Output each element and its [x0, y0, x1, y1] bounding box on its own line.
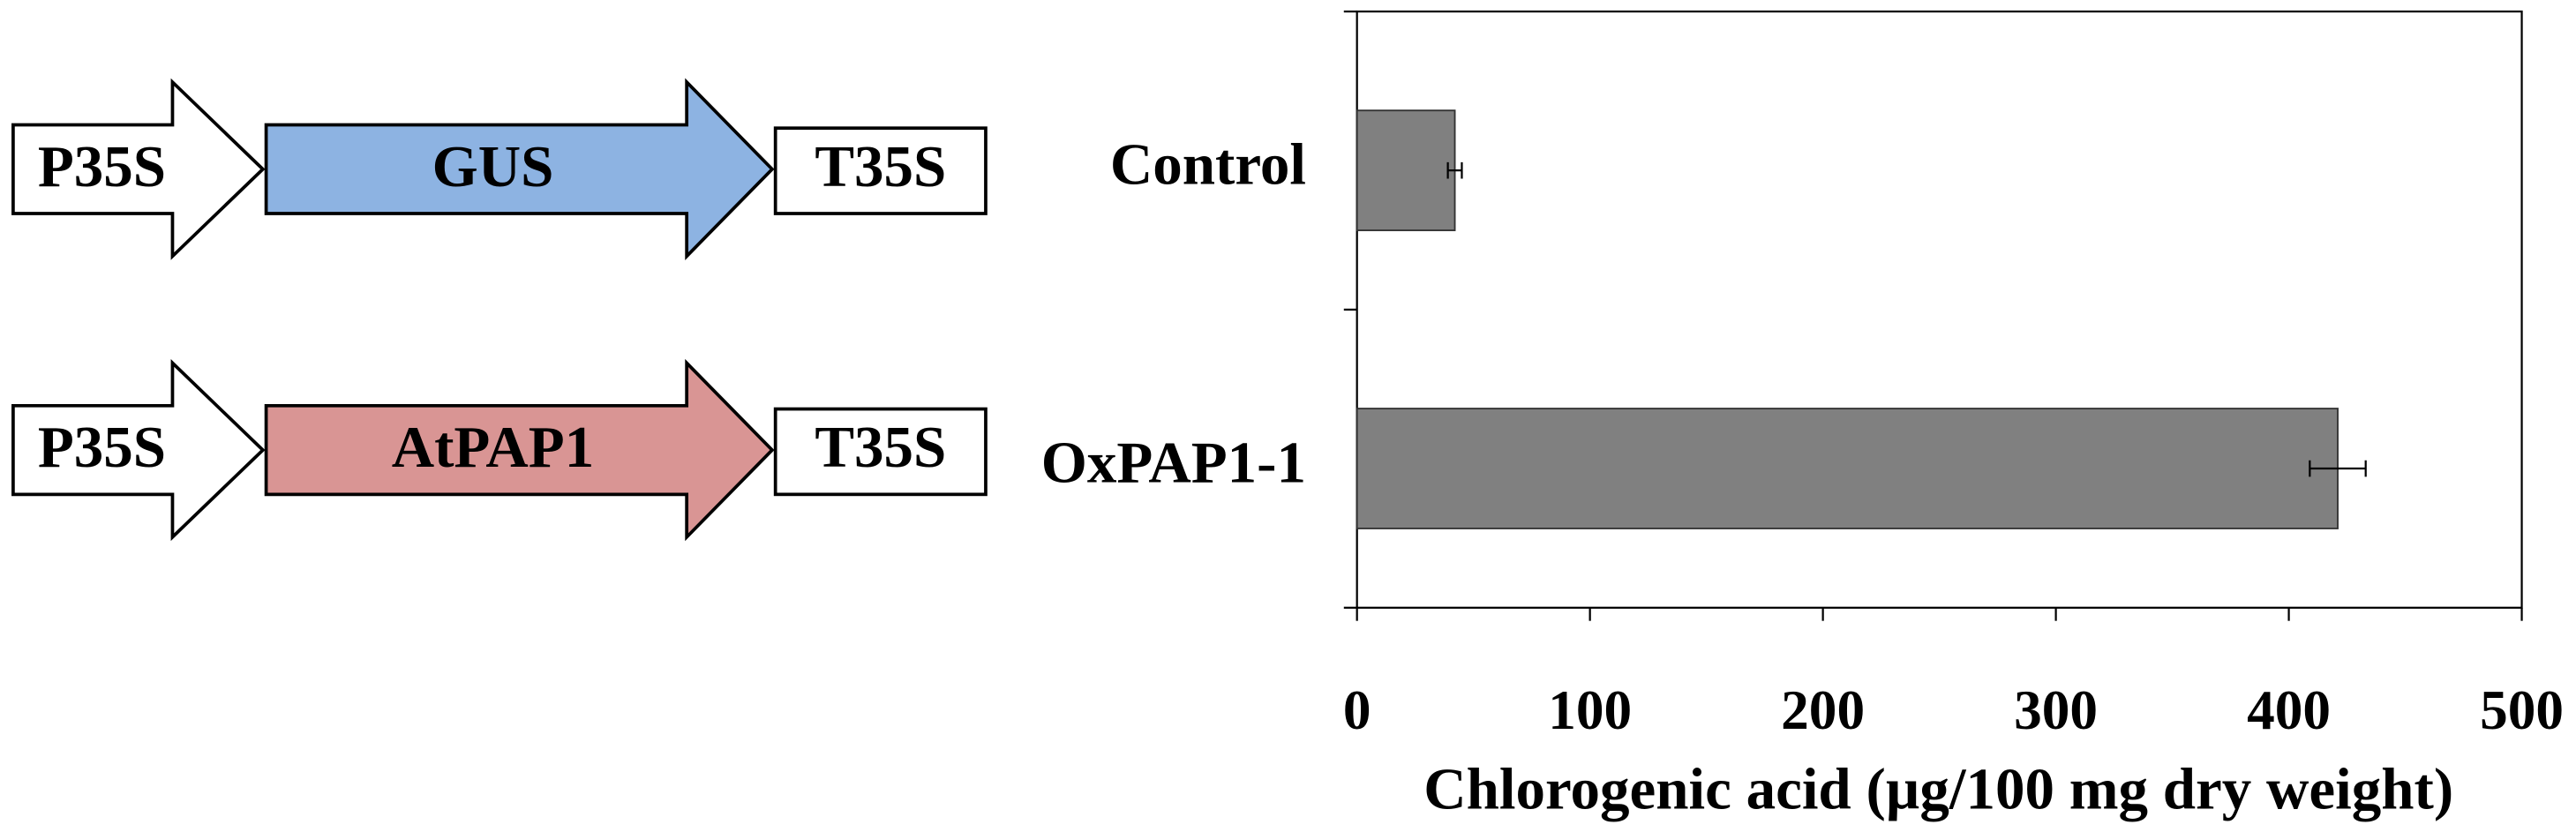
promoter-arrow: [11, 78, 266, 260]
x-axis-title: Chlorogenic acid (µg/100 mg dry weight): [1423, 756, 2453, 821]
x-tick-label: 200: [1781, 679, 1865, 741]
bar: [1356, 408, 2339, 529]
bar: [1356, 109, 1456, 232]
x-tick-label: 100: [1548, 679, 1632, 741]
promoter-label: P35S: [38, 415, 166, 480]
x-tick-label: 300: [2014, 679, 2098, 741]
promoter-arrow: [11, 359, 266, 542]
terminator-label: T35S: [815, 134, 946, 199]
promoter-label: P35S: [38, 134, 166, 199]
figure-content: P35S GUS T35S P35S AtPAP1 T35S 0 100 200 300 400 50…: [11, 10, 2564, 821]
x-tick-label: 0: [1343, 679, 1371, 741]
x-tick-label: 500: [2480, 679, 2564, 741]
gene-label: AtPAP1: [392, 415, 594, 480]
terminator-box: [773, 407, 988, 497]
y-tick-label: Control: [1110, 132, 1306, 198]
x-tick-label: 400: [2247, 679, 2331, 741]
error-bar: [2309, 460, 2367, 477]
terminator-label: T35S: [815, 415, 946, 480]
gene-arrow: [264, 358, 775, 542]
gene-label: GUS: [432, 134, 554, 199]
gene-arrow: [264, 78, 775, 260]
error-bar: [1446, 161, 1463, 179]
terminator-box: [773, 126, 988, 215]
y-tick-label: OxPAP1-1: [1041, 430, 1306, 495]
